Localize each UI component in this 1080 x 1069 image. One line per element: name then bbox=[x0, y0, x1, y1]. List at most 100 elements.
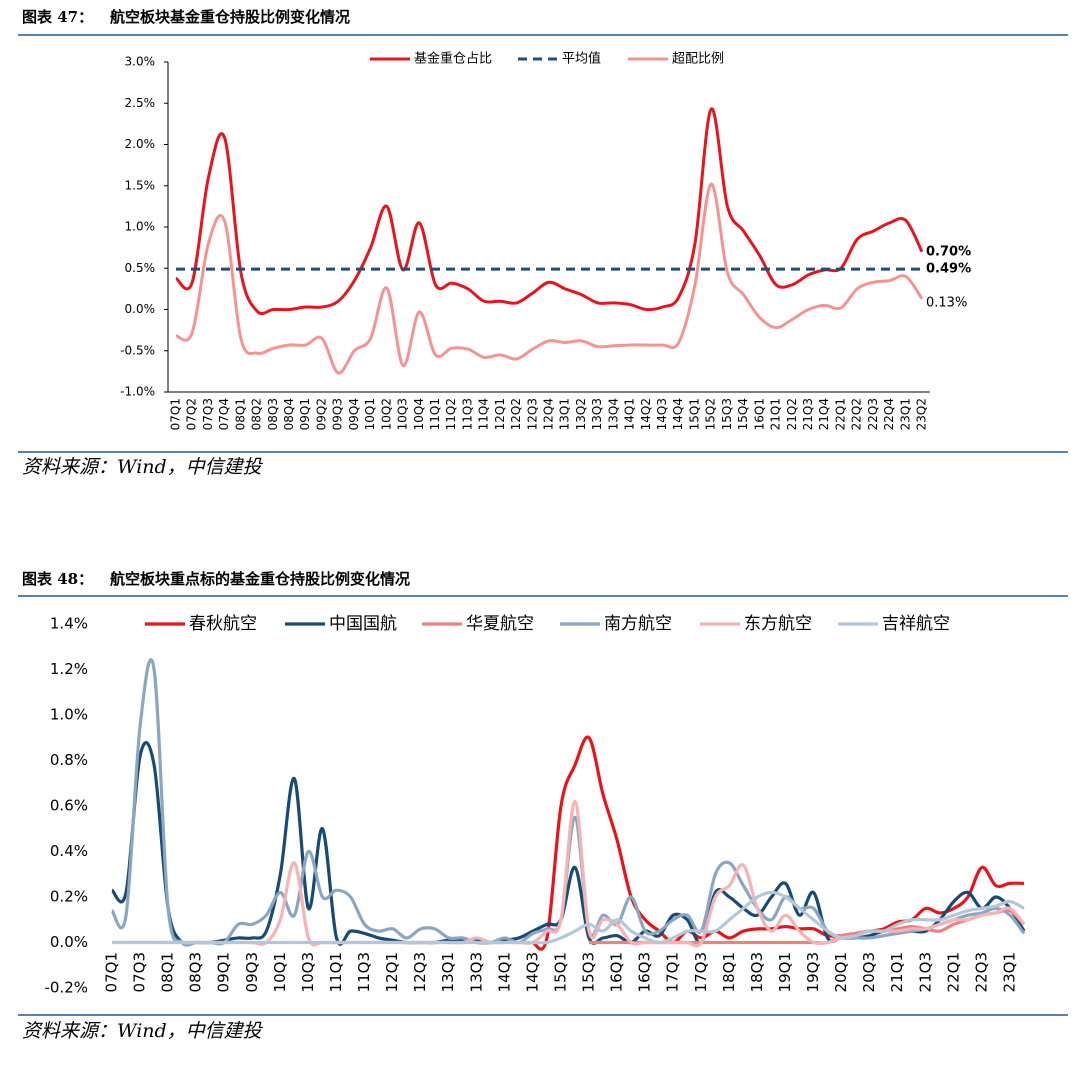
x-tick-label: 13Q4 bbox=[606, 398, 620, 430]
x-tick-label: 22Q1 bbox=[833, 398, 847, 430]
y-tick-label: 0.4% bbox=[50, 842, 88, 860]
x-tick-label: 12Q3 bbox=[411, 952, 429, 992]
y-tick-label: -1.0% bbox=[120, 385, 155, 399]
x-tick-label: 15Q4 bbox=[736, 398, 750, 430]
x-tick-label: 07Q1 bbox=[169, 398, 183, 430]
y-tick-label: -0.5% bbox=[120, 343, 155, 357]
y-tick-label: -0.2% bbox=[44, 979, 88, 997]
x-tick-label: 17Q1 bbox=[664, 952, 682, 992]
x-tick-label: 07Q3 bbox=[201, 398, 215, 430]
x-tick-label: 22Q3 bbox=[866, 398, 880, 430]
x-tick-label: 12Q3 bbox=[525, 398, 539, 430]
x-tick-label: 09Q1 bbox=[215, 952, 233, 992]
x-tick-label: 19Q3 bbox=[804, 952, 822, 992]
x-tick-label: 07Q1 bbox=[103, 952, 121, 992]
x-tick-label: 14Q3 bbox=[523, 952, 541, 992]
x-tick-label: 15Q2 bbox=[704, 398, 718, 430]
data-label: 0.49% bbox=[926, 262, 971, 277]
x-tick-label: 09Q3 bbox=[243, 952, 261, 992]
x-tick-label: 11Q1 bbox=[428, 398, 442, 430]
x-tick-label: 08Q4 bbox=[282, 398, 296, 430]
x-tick-label: 13Q2 bbox=[574, 398, 588, 430]
legend-label: 平均值 bbox=[562, 51, 601, 67]
x-tick-label: 13Q3 bbox=[467, 952, 485, 992]
legend-label: 超配比例 bbox=[672, 52, 724, 67]
x-tick-label: 08Q1 bbox=[159, 952, 177, 992]
figure-label: 图表 47： bbox=[22, 8, 93, 26]
legend-label: 东方航空 bbox=[744, 614, 812, 634]
x-tick-label: 12Q4 bbox=[542, 398, 556, 430]
y-tick-label: 1.2% bbox=[50, 660, 88, 678]
x-tick-label: 09Q3 bbox=[331, 398, 345, 430]
x-tick-label: 08Q2 bbox=[250, 398, 264, 430]
x-tick-label: 15Q1 bbox=[551, 952, 569, 992]
y-tick-label: 0.2% bbox=[50, 888, 88, 906]
x-tick-label: 14Q2 bbox=[639, 398, 653, 430]
x-tick-label: 10Q1 bbox=[271, 952, 289, 992]
x-tick-label: 09Q2 bbox=[314, 398, 328, 430]
x-tick-label: 13Q1 bbox=[558, 398, 572, 430]
x-tick-label: 20Q1 bbox=[832, 952, 850, 992]
x-tick-label: 21Q3 bbox=[801, 398, 815, 430]
series-line bbox=[110, 658, 1026, 947]
y-tick-label: 0.6% bbox=[50, 797, 88, 815]
x-tick-label: 13Q3 bbox=[590, 398, 604, 430]
x-tick-label: 22Q4 bbox=[882, 398, 896, 430]
legend-label: 春秋航空 bbox=[189, 614, 257, 634]
y-tick-label: 0.5% bbox=[125, 261, 156, 275]
x-tick-label: 10Q1 bbox=[363, 398, 377, 430]
x-tick-label: 12Q1 bbox=[383, 952, 401, 992]
x-tick-label: 07Q3 bbox=[131, 952, 149, 992]
legend-label: 基金重仓占比 bbox=[414, 51, 492, 67]
x-tick-label: 17Q3 bbox=[692, 952, 710, 992]
x-tick-label: 10Q2 bbox=[379, 398, 393, 430]
x-tick-label: 08Q3 bbox=[266, 398, 280, 430]
x-tick-label: 20Q3 bbox=[860, 952, 878, 992]
y-tick-label: 1.0% bbox=[125, 220, 156, 234]
x-tick-label: 21Q3 bbox=[916, 952, 934, 992]
x-tick-label: 11Q3 bbox=[460, 398, 474, 430]
x-tick-label: 08Q1 bbox=[233, 398, 247, 430]
series-line bbox=[110, 741, 1026, 947]
x-tick-label: 21Q4 bbox=[817, 398, 831, 430]
legend-label: 中国国航 bbox=[329, 614, 397, 634]
x-tick-label: 09Q1 bbox=[298, 398, 312, 430]
data-label: 0.13% bbox=[926, 295, 967, 310]
x-tick-label: 14Q3 bbox=[655, 398, 669, 430]
y-tick-label: 2.5% bbox=[125, 96, 156, 110]
legend-label: 吉祥航空 bbox=[882, 614, 950, 634]
y-tick-label: 1.5% bbox=[125, 178, 156, 192]
x-tick-label: 10Q3 bbox=[299, 952, 317, 992]
y-tick-label: 0.0% bbox=[125, 302, 156, 316]
x-tick-label: 18Q3 bbox=[748, 952, 766, 992]
x-tick-label: 16Q3 bbox=[636, 952, 654, 992]
legend-label: 南方航空 bbox=[604, 614, 672, 634]
x-tick-label: 22Q1 bbox=[944, 952, 962, 992]
x-tick-label: 10Q3 bbox=[396, 398, 410, 430]
source: 资料来源：Wind，中信建投 bbox=[22, 456, 264, 478]
source: 资料来源：Wind，中信建投 bbox=[22, 1020, 264, 1042]
y-tick-label: 1.0% bbox=[50, 706, 88, 724]
series-line bbox=[175, 182, 924, 375]
x-tick-label: 11Q3 bbox=[355, 952, 373, 992]
x-tick-label: 23Q2 bbox=[915, 398, 929, 430]
x-tick-label: 16Q1 bbox=[752, 398, 766, 430]
y-tick-label: 1.4% bbox=[50, 615, 88, 633]
x-tick-label: 15Q3 bbox=[720, 398, 734, 430]
x-tick-label: 11Q2 bbox=[444, 398, 458, 430]
x-tick-label: 12Q1 bbox=[493, 398, 507, 430]
x-tick-label: 12Q2 bbox=[509, 398, 523, 430]
x-tick-label: 07Q4 bbox=[217, 398, 231, 430]
y-tick-label: 0.0% bbox=[50, 933, 88, 951]
x-tick-label: 22Q3 bbox=[972, 952, 990, 992]
x-tick-label: 11Q1 bbox=[327, 952, 345, 992]
x-tick-label: 21Q1 bbox=[888, 952, 906, 992]
x-tick-label: 23Q1 bbox=[898, 398, 912, 430]
x-tick-label: 15Q3 bbox=[580, 952, 598, 992]
x-tick-label: 08Q3 bbox=[187, 952, 205, 992]
chart-title: 航空板块重点标的基金重仓持股比例变化情况 bbox=[110, 570, 410, 588]
series-line bbox=[175, 107, 924, 316]
figure-label: 图表 48： bbox=[22, 570, 93, 588]
x-tick-label: 14Q1 bbox=[495, 952, 513, 992]
